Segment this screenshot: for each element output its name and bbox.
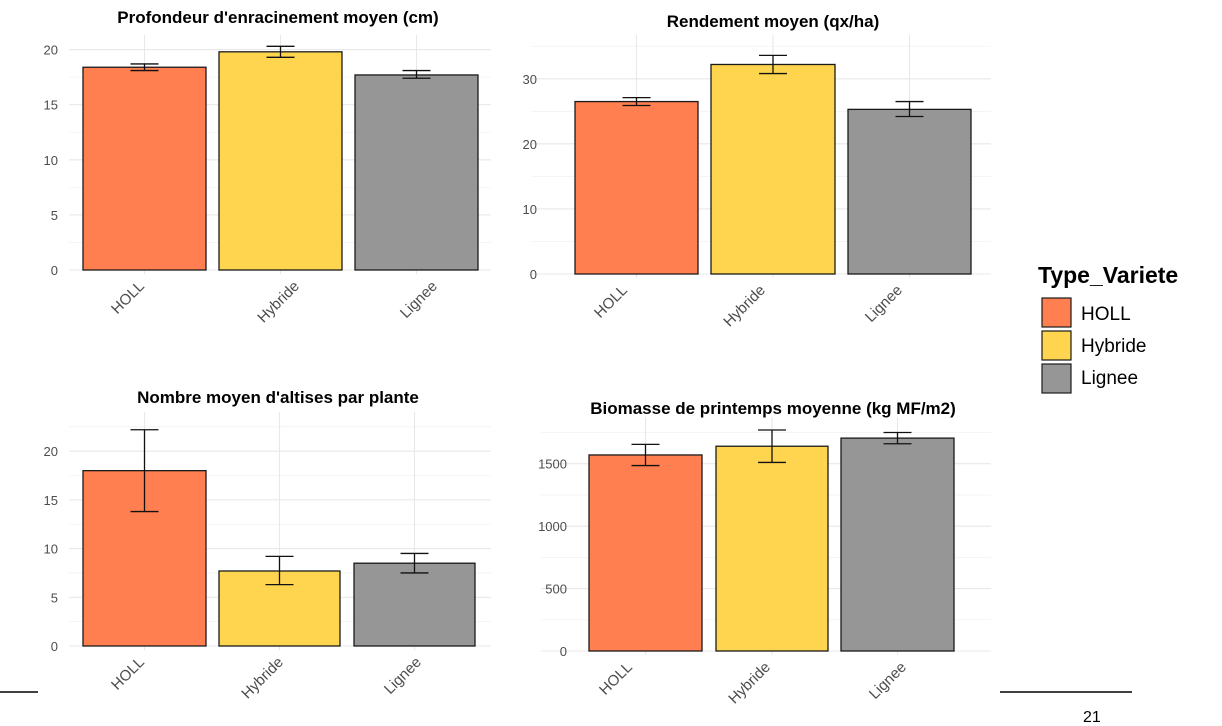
bar-holl [82,66,207,271]
y-tick-label: 1000 [538,519,567,534]
error-bar-hybride [758,429,786,464]
error-bar-holl [130,429,159,513]
chart-panel-1: 0 5 10 15 20 HOLL Hybride Lignee Profondeur d'en… [44,8,491,326]
chart-panel-4: 0 500 1000 1500 HOLL Hybride Lignee Biomasse de… [538,399,991,707]
x-tick-label: Hybride [720,282,769,331]
y-tick-label: 5 [51,590,58,605]
chart-panel-2: 0 10 20 30 HOLL Hybride Lignee Rendement moyen … [523,12,991,330]
x-tick-label: Lignee [381,654,425,698]
y-tick-label: 20 [523,137,537,152]
y-tick-label: 15 [44,493,58,508]
x-tick-label: HOLL [108,654,148,694]
x-tick-label: HOLL [591,282,631,322]
error-bar-lignee [400,552,429,574]
legend-title: Type_Variete [1038,262,1178,288]
y-tick-label: 15 [44,98,58,113]
chart-title: Biomasse de printemps moyenne (kg MF/m2) [590,399,956,418]
bar-lignee [847,108,972,275]
bar-lignee [840,437,955,652]
y-tick-label: 10 [523,202,537,217]
y-tick-label: 5 [51,208,58,223]
error-bar-lignee [883,431,912,445]
y-tick-label: 20 [44,444,58,459]
page-number: 21 [1083,709,1101,726]
error-bar-holl [130,63,159,72]
error-bar-holl [622,97,651,107]
error-bar-hybride [759,54,787,75]
legend-swatch-hybride [1041,330,1072,361]
x-tick-label: Lignee [866,659,910,703]
error-bar-holl [631,443,660,467]
y-tick-label: 0 [51,263,58,278]
y-tick-label: 1500 [538,457,567,472]
bar-lignee [354,74,479,271]
x-tick-label: Hybride [725,659,774,708]
legend-swatch-lignee [1041,363,1072,394]
bar-hybride [715,445,829,652]
y-tick-label: 10 [44,153,58,168]
bar-holl [574,100,699,275]
error-bar-lignee [402,69,431,79]
chart-title: Profondeur d'enracinement moyen (cm) [117,8,438,27]
bar-lignee [353,562,476,647]
x-tick-label: HOLL [596,659,636,699]
bar-hybride [218,51,343,271]
legend-label-hybride: Hybride [1081,336,1146,357]
x-tick-label: HOLL [108,278,148,318]
y-tick-label: 0 [51,639,58,654]
x-tick-label: Hybride [254,278,303,327]
y-tick-label: 0 [530,267,537,282]
legend-label-holl: HOLL [1081,304,1131,325]
error-bar-hybride [266,45,295,58]
legend-swatch-holl [1041,297,1072,328]
chart-title: Nombre moyen d'altises par plante [137,388,419,407]
y-tick-label: 500 [545,582,567,597]
y-tick-label: 10 [44,542,58,557]
chart-title: Rendement moyen (qx/ha) [667,12,880,31]
chart-panel-3: 0 5 10 15 20 HOLL Hybride Lignee Nombre moyen d'… [44,388,491,702]
legend: Type_Variete HOLL Hybride Lignee [1038,262,1178,394]
legend-label-lignee: Lignee [1081,368,1138,389]
error-bar-hybride [265,555,294,586]
x-tick-label: Lignee [862,282,906,326]
bar-hybride [710,63,836,275]
y-tick-label: 0 [560,644,567,659]
y-tick-label: 20 [44,43,58,58]
error-bar-lignee [895,100,924,118]
x-tick-label: Hybride [238,654,287,703]
x-tick-label: Lignee [397,278,441,322]
bar-holl [588,454,703,652]
y-tick-label: 30 [523,72,537,87]
